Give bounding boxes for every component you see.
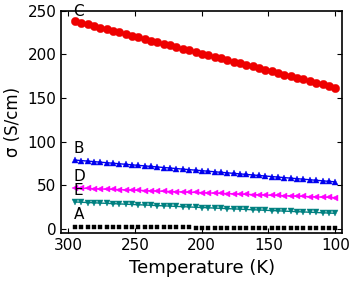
X-axis label: Temperature (K): Temperature (K) [129,259,275,277]
Text: E: E [74,183,83,198]
Text: C: C [74,4,84,19]
Text: D: D [74,169,85,183]
Text: B: B [74,141,84,156]
Text: A: A [74,207,84,222]
Y-axis label: σ (S/cm): σ (S/cm) [4,87,22,157]
